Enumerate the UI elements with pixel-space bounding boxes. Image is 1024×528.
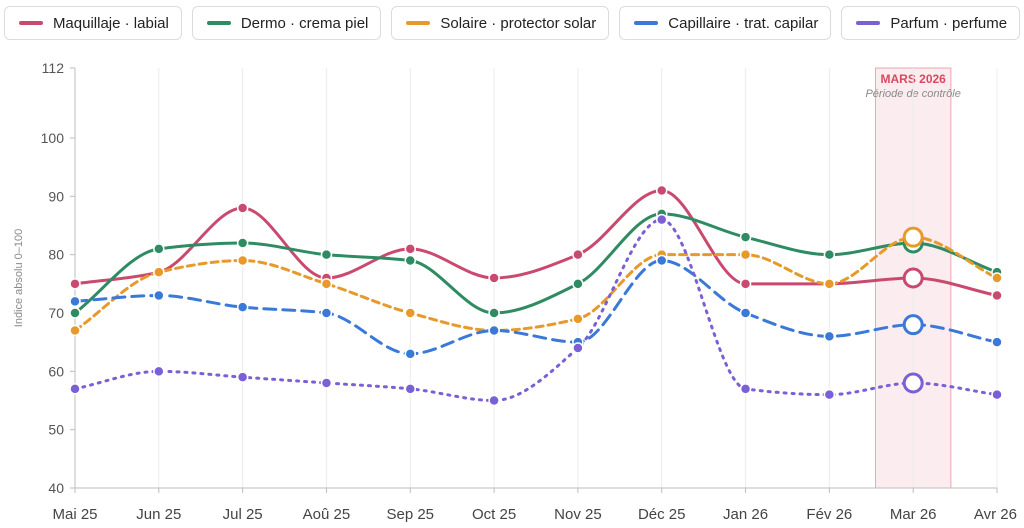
- y-tick-label: 112: [42, 60, 65, 76]
- y-tick-label: 40: [48, 480, 64, 496]
- data-point[interactable]: [404, 348, 417, 360]
- highlight-point[interactable]: [902, 372, 924, 394]
- data-point[interactable]: [320, 377, 333, 389]
- series-line-parfum-perfume: [73, 218, 999, 402]
- x-tick-label: Oct 25: [472, 506, 516, 523]
- data-point[interactable]: [236, 202, 249, 214]
- legend-label: Maquillaje · labial: [52, 14, 169, 32]
- legend-label: Capillaire · trat. capilar: [668, 14, 819, 32]
- data-point[interactable]: [236, 371, 249, 383]
- data-point[interactable]: [739, 383, 752, 395]
- x-tick-label: Mar 26: [890, 506, 937, 523]
- data-point[interactable]: [320, 248, 333, 261]
- data-point[interactable]: [655, 213, 668, 226]
- data-point[interactable]: [655, 254, 668, 267]
- x-tick-label: Jul 25: [223, 506, 263, 523]
- data-point[interactable]: [823, 330, 836, 343]
- data-point[interactable]: [823, 388, 836, 401]
- x-tick-label: Jan 26: [723, 506, 768, 523]
- data-point[interactable]: [404, 254, 417, 267]
- data-point[interactable]: [69, 383, 81, 395]
- legend-swatch: [18, 21, 43, 25]
- legend-item-dermo-crema-piel[interactable]: Dermo · crema piel: [191, 6, 382, 40]
- chart-legend: Maquillaje · labial Dermo · crema piel Sol…: [0, 6, 1024, 42]
- data-point[interactable]: [991, 388, 1003, 401]
- data-point[interactable]: [823, 248, 836, 261]
- data-point[interactable]: [739, 307, 752, 319]
- data-point[interactable]: [823, 278, 836, 290]
- data-point[interactable]: [572, 313, 584, 325]
- data-point[interactable]: [572, 278, 584, 290]
- data-point[interactable]: [739, 231, 752, 243]
- data-point[interactable]: [739, 278, 752, 290]
- data-point[interactable]: [69, 295, 81, 308]
- x-tick-label: Mai 25: [52, 506, 97, 523]
- y-tick-label: 50: [48, 422, 64, 438]
- x-tick-label: Avr 26: [974, 506, 1017, 523]
- data-point[interactable]: [153, 289, 165, 302]
- data-point[interactable]: [488, 394, 500, 407]
- data-point[interactable]: [404, 307, 417, 319]
- legend-swatch: [406, 21, 431, 25]
- highlight-point[interactable]: [902, 226, 924, 248]
- data-point[interactable]: [991, 336, 1003, 348]
- x-tick-label: Jun 25: [136, 506, 181, 523]
- data-point[interactable]: [404, 383, 417, 395]
- data-point[interactable]: [236, 237, 249, 249]
- data-point[interactable]: [488, 307, 500, 319]
- x-tick-label: Nov 25: [554, 506, 602, 523]
- legend-swatch: [856, 21, 881, 25]
- data-point[interactable]: [320, 278, 333, 290]
- legend-label: Parfum · perfume: [890, 14, 1008, 32]
- y-axis-label: Indice absolu 0–100: [13, 229, 25, 327]
- data-point[interactable]: [69, 307, 81, 319]
- data-point[interactable]: [236, 254, 249, 267]
- x-tick-label: Déc 25: [638, 506, 686, 523]
- legend-item-solaire-protector-solar[interactable]: Solaire · protector solar: [391, 6, 610, 40]
- highlight-point[interactable]: [902, 267, 924, 289]
- y-tick-label: 100: [41, 130, 65, 146]
- x-tick-label: Sep 25: [386, 506, 434, 523]
- data-point[interactable]: [320, 307, 333, 319]
- legend-label: Dermo · crema piel: [240, 14, 369, 32]
- data-point[interactable]: [236, 301, 249, 313]
- highlight-point[interactable]: [902, 314, 924, 336]
- data-point[interactable]: [69, 278, 81, 290]
- legend-swatch: [634, 21, 659, 25]
- data-point[interactable]: [488, 272, 500, 284]
- data-point[interactable]: [572, 342, 584, 354]
- series-line-capillaire-trat-capilar: [73, 259, 999, 356]
- data-point[interactable]: [655, 184, 668, 197]
- legend-item-parfum-perfume[interactable]: Parfum · perfume: [841, 6, 1021, 40]
- data-point[interactable]: [69, 324, 81, 337]
- legend-swatch: [206, 21, 231, 25]
- legend-label: Solaire · protector solar: [440, 14, 597, 32]
- y-tick-label: 90: [48, 188, 64, 204]
- data-point[interactable]: [153, 365, 165, 378]
- data-point[interactable]: [991, 272, 1003, 284]
- data-point[interactable]: [991, 289, 1003, 302]
- data-point[interactable]: [404, 243, 417, 255]
- data-point[interactable]: [153, 243, 165, 255]
- y-tick-label: 60: [48, 363, 64, 379]
- x-tick-label: Fév 26: [806, 506, 852, 523]
- data-point[interactable]: [488, 324, 500, 337]
- y-tick-label: 70: [48, 305, 64, 321]
- series-line-solaire-protector-solar: [73, 235, 999, 332]
- data-point[interactable]: [572, 248, 584, 261]
- x-tick-label: Aoû 25: [303, 506, 351, 523]
- legend-item-maquillaje-labial[interactable]: Maquillaje · labial: [3, 6, 182, 40]
- data-point[interactable]: [739, 248, 752, 261]
- y-tick-label: 80: [48, 247, 64, 263]
- legend-item-capillaire-trat-capilar[interactable]: Capillaire · trat. capilar: [619, 6, 832, 40]
- data-point[interactable]: [153, 266, 165, 278]
